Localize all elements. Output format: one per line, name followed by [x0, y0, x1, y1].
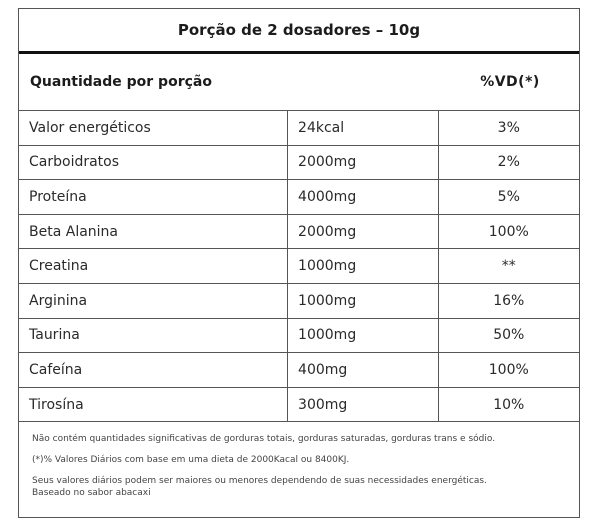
- quantity-per-serving-header: Quantidade por porção: [30, 74, 212, 90]
- nutrient-amount: 1000mg: [288, 249, 439, 283]
- serving-size-title: Porção de 2 dosadores – 10g: [177, 21, 421, 39]
- nutrient-daily-value: 16%: [493, 292, 525, 309]
- nutrient-name: Cafeína: [19, 353, 289, 387]
- nutrient-daily-value: 100%: [488, 361, 529, 378]
- table-row: Proteína 4000mg 5%: [19, 180, 579, 215]
- nutrient-name: Carboidratos: [19, 145, 289, 180]
- nutrient-daily-value: 50%: [493, 327, 525, 344]
- table-row: Tirosína 300mg 10%: [19, 387, 579, 423]
- nutrient-name: Taurina: [19, 318, 289, 353]
- nutrient-amount: 300mg: [288, 387, 439, 422]
- footnotes: Não contém quantidades significativas de…: [32, 433, 572, 499]
- nutrient-rows: Valor energéticos 24kcal 3% Carboidratos…: [19, 111, 579, 423]
- daily-value-header: %VD(*): [480, 74, 540, 90]
- nutrient-amount: 400mg: [288, 353, 439, 387]
- nutrient-name: Proteína: [19, 180, 289, 214]
- nutrient-daily-value: 100%: [488, 223, 529, 240]
- nutrient-amount: 4000mg: [288, 180, 439, 214]
- table-row: Taurina 1000mg 50%: [19, 318, 579, 354]
- table-row: Arginina 1000mg 16%: [19, 283, 579, 319]
- nutrient-daily-value: 5%: [497, 188, 520, 205]
- footnote-flavor: Baseado no sabor abacaxi: [32, 488, 151, 498]
- table-row: Beta Alanina 2000mg 100%: [19, 214, 579, 250]
- nutrition-facts-table: Porção de 2 dosadores – 10g Quantidade p…: [18, 8, 580, 518]
- footnote-may-vary: Seus valores diários podem ser maiores o…: [32, 476, 487, 486]
- title-divider: [19, 51, 579, 54]
- nutrient-amount: 1000mg: [288, 283, 439, 318]
- nutrient-amount: 2000mg: [288, 214, 439, 249]
- nutrient-name: Arginina: [19, 283, 289, 318]
- table-row: Creatina 1000mg **: [19, 249, 579, 284]
- table-row: Carboidratos 2000mg 2%: [19, 145, 579, 181]
- nutrient-daily-value: 3%: [497, 119, 520, 136]
- nutrient-amount: 24kcal: [288, 111, 439, 145]
- nutrient-daily-value: **: [501, 258, 516, 275]
- nutrient-daily-value: 2%: [497, 154, 520, 171]
- nutrient-name: Beta Alanina: [19, 214, 289, 249]
- table-row: Cafeína 400mg 100%: [19, 353, 579, 388]
- footnote-daily-values: (*)% Valores Diários com base em uma die…: [32, 455, 350, 465]
- table-header: Quantidade por porção %VD(*): [19, 54, 579, 111]
- nutrient-name: Tirosína: [19, 387, 289, 422]
- footnote-no-significant: Não contém quantidades significativas de…: [32, 434, 496, 444]
- nutrient-daily-value: 10%: [493, 396, 525, 413]
- nutrient-name: Valor energéticos: [19, 111, 289, 145]
- nutrient-amount: 1000mg: [288, 318, 439, 353]
- nutrient-name: Creatina: [19, 249, 289, 283]
- table-row: Valor energéticos 24kcal 3%: [19, 111, 579, 146]
- nutrient-amount: 2000mg: [288, 145, 439, 180]
